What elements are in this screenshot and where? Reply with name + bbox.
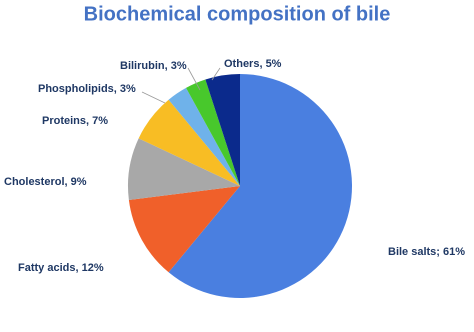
leader-line [141, 91, 166, 104]
pie-slice [186, 79, 240, 186]
chart-title: Biochemical composition of bile [84, 3, 391, 25]
leader-line [187, 67, 201, 91]
pie-slice [128, 186, 240, 273]
data-label: Bilirubin, 3% [120, 60, 187, 72]
data-label: Proteins, 7% [42, 115, 108, 127]
leader-line [211, 67, 221, 81]
data-label: Phospholipids, 3% [38, 83, 136, 95]
pie-slice [138, 99, 240, 186]
data-label: Fatty acids, 12% [18, 262, 104, 274]
data-label: Others, 5% [224, 58, 282, 70]
pie-slice [168, 87, 240, 186]
pie-slice [127, 138, 240, 201]
pie-slice [205, 74, 240, 186]
data-label: Bile salts; 61% [388, 246, 465, 258]
data-label: Cholesterol, 9% [4, 176, 87, 188]
pie-slice [168, 74, 353, 298]
